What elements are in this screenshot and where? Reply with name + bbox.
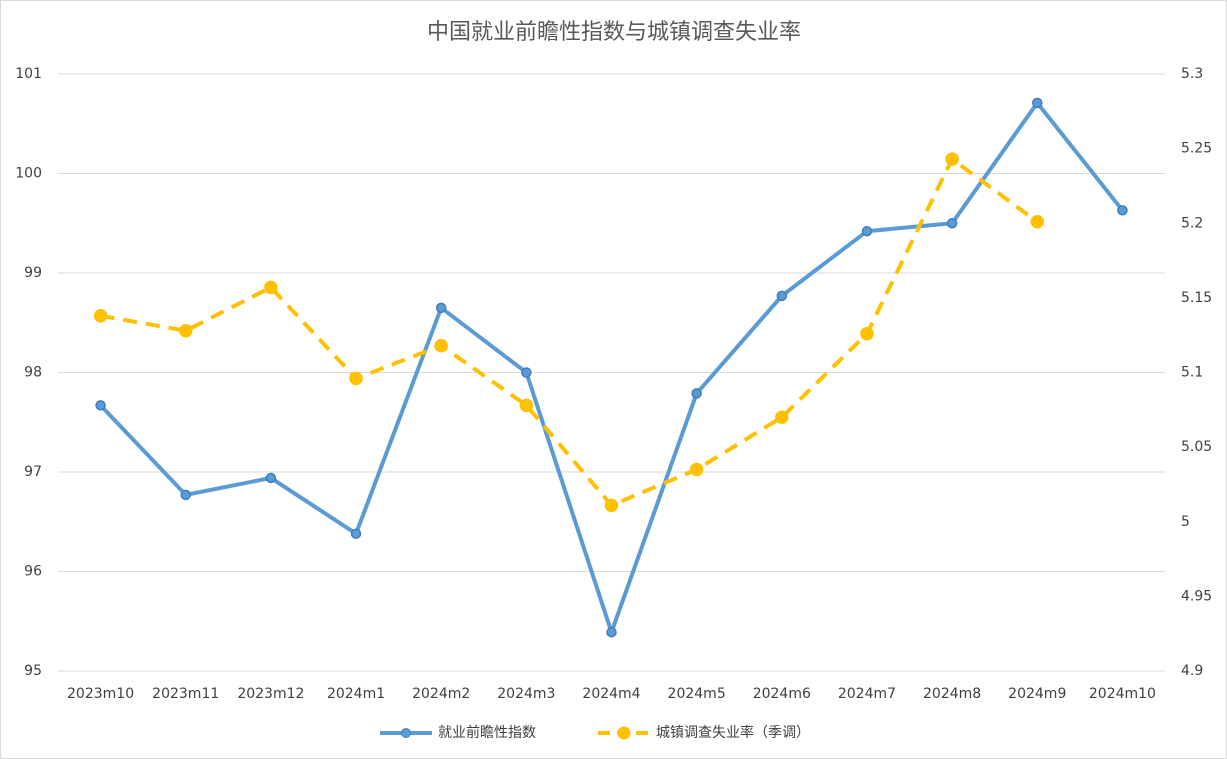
data-point bbox=[1117, 205, 1128, 216]
x-tick-label: 2023m12 bbox=[237, 686, 304, 702]
data-point bbox=[945, 152, 959, 166]
data-point bbox=[180, 489, 191, 501]
data-point bbox=[689, 462, 704, 477]
data-point bbox=[264, 280, 278, 295]
x-tick-label: 2023m11 bbox=[152, 686, 219, 702]
data-point bbox=[178, 323, 193, 338]
x-tick-label: 2024m8 bbox=[923, 686, 981, 702]
data-point bbox=[1030, 215, 1045, 229]
y-tick-label: 99 bbox=[24, 265, 42, 281]
data-point bbox=[606, 626, 617, 638]
x-tick-label: 2024m2 bbox=[412, 686, 470, 702]
y2-tick-label: 5 bbox=[1181, 514, 1190, 530]
y-tick-label: 97 bbox=[24, 464, 42, 480]
data-point bbox=[604, 498, 619, 513]
data-point bbox=[1032, 97, 1043, 109]
data-point bbox=[95, 400, 106, 411]
x-tick-label: 2023m10 bbox=[67, 686, 134, 702]
y2-tick-label: 5.2 bbox=[1181, 215, 1203, 231]
y-tick-label: 98 bbox=[24, 365, 42, 381]
y-tick-label: 101 bbox=[15, 66, 42, 82]
series-line bbox=[100, 157, 1039, 508]
y2-tick-label: 5.3 bbox=[1181, 66, 1203, 82]
data-point bbox=[691, 388, 702, 399]
data-point bbox=[349, 371, 363, 386]
legend-label: 就业前瞻性指数 bbox=[438, 724, 536, 741]
y-tick-label: 100 bbox=[15, 166, 42, 182]
x-tick-label: 2024m6 bbox=[753, 686, 811, 702]
data-point bbox=[93, 309, 108, 323]
data-point bbox=[350, 528, 362, 539]
x-tick-label: 2024m9 bbox=[1008, 686, 1066, 702]
x-tick-label: 2024m4 bbox=[582, 686, 640, 702]
y2-tick-label: 4.95 bbox=[1181, 588, 1212, 604]
data-point bbox=[519, 398, 534, 413]
y2-tick-label: 5.05 bbox=[1181, 439, 1212, 455]
x-tick-label: 2024m7 bbox=[838, 686, 896, 702]
data-point bbox=[776, 290, 788, 302]
data-point bbox=[265, 472, 277, 484]
y2-tick-label: 5.15 bbox=[1181, 290, 1212, 306]
x-tick-label: 2024m5 bbox=[668, 686, 726, 702]
y2-tick-label: 5.25 bbox=[1181, 141, 1212, 157]
y-tick-label: 96 bbox=[24, 564, 42, 580]
legend-marker bbox=[617, 726, 631, 740]
data-point bbox=[775, 410, 789, 425]
data-point bbox=[434, 338, 448, 353]
data-point bbox=[521, 367, 532, 378]
y2-tick-label: 5.1 bbox=[1181, 365, 1203, 381]
legend-label: 城镇调查失业率（季调） bbox=[656, 724, 810, 741]
data-point bbox=[860, 326, 874, 341]
x-tick-label: 2024m1 bbox=[327, 686, 385, 702]
data-point bbox=[861, 225, 873, 237]
data-point bbox=[435, 302, 447, 314]
data-point bbox=[946, 218, 958, 229]
y-tick-label: 95 bbox=[24, 663, 42, 679]
x-tick-label: 2024m3 bbox=[497, 686, 555, 702]
chart-title: 中国就业前瞻性指数与城镇调查失业率 bbox=[427, 20, 801, 45]
y2-tick-label: 4.9 bbox=[1181, 663, 1203, 679]
legend-marker bbox=[401, 728, 411, 738]
x-tick-label: 2024m10 bbox=[1089, 686, 1156, 702]
